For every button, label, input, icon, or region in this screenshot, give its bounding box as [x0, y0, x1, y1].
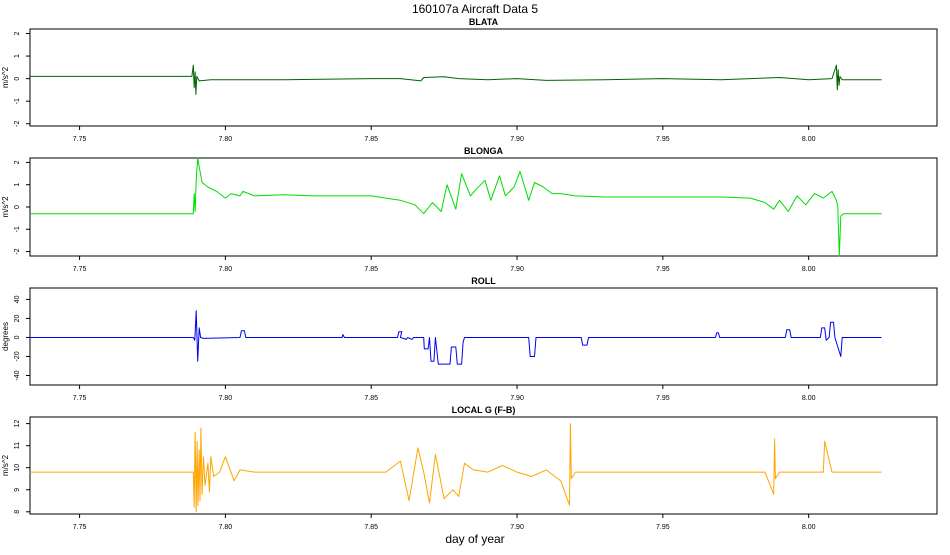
y-tick-label: 0	[14, 205, 21, 209]
y-tick-label: -1	[14, 226, 21, 232]
x-tick-label: 7.85	[364, 524, 378, 531]
x-tick-label: 7.80	[219, 136, 233, 143]
x-tick-label: 7.90	[510, 524, 524, 531]
y-tick-label: 11	[14, 442, 21, 449]
x-tick-label: 7.75	[73, 524, 87, 531]
y-axis-label: m/s^2	[1, 196, 10, 218]
y-tick-label: -20	[14, 351, 21, 361]
y-tick-label: 12	[14, 420, 21, 428]
y-tick-label: 10	[14, 464, 21, 472]
panel-title: BLATA	[469, 17, 499, 27]
y-tick-label: 0	[14, 77, 21, 81]
y-tick-label: 0	[14, 335, 21, 339]
x-tick-label: 7.75	[73, 136, 87, 143]
panel-1: BLONGA m/s^2 -2 -1 0 1 2 7.75 7.80 7.85 7.90 7.95 8.…	[1, 146, 938, 273]
y-axis-label: m/s^2	[1, 66, 10, 88]
x-tick-label: 7.75	[73, 395, 87, 402]
x-tick-label: 7.95	[656, 266, 670, 273]
panel-0: BLATA m/s^2 -2 -1 0 1 2 7.75 7.80 7.85 7.90 7.95 8.0…	[1, 17, 938, 143]
y-tick-label: -40	[14, 370, 21, 380]
x-tick-label: 7.95	[656, 395, 670, 402]
y-tick-label: -2	[14, 121, 21, 127]
series-line	[30, 157, 882, 257]
x-tick-label: 7.85	[364, 266, 378, 273]
panel-title: ROLL	[471, 276, 496, 286]
series-line	[30, 64, 882, 95]
y-tick-label: 1	[14, 183, 21, 187]
y-tick-label: 1	[14, 54, 21, 58]
x-tick-label: 7.90	[510, 136, 524, 143]
x-tick-label: 8.00	[802, 266, 816, 273]
y-tick-label: 2	[14, 160, 21, 164]
x-tick-label: 7.75	[73, 266, 87, 273]
figure-title: 160107a Aircraft Data 5	[412, 2, 538, 16]
x-tick-label: 7.80	[219, 395, 233, 402]
x-tick-label: 8.00	[802, 524, 816, 531]
x-tick-label: 7.85	[364, 136, 378, 143]
x-tick-label: 7.95	[656, 136, 670, 143]
y-tick-label: 8	[14, 510, 21, 514]
series-line	[30, 310, 882, 365]
y-tick-label: -1	[14, 98, 21, 104]
x-axis-label: day of year	[445, 532, 504, 546]
x-tick-label: 7.80	[219, 524, 233, 531]
plot-frame	[29, 287, 938, 386]
x-tick-label: 7.90	[510, 395, 524, 402]
x-tick-label: 8.00	[802, 136, 816, 143]
x-tick-label: 7.80	[219, 266, 233, 273]
panel-3: LOCAL G (F-B) m/s^2 8 9 10 11 12 7.75 7.80 7.85 7.…	[1, 405, 938, 531]
x-tick-label: 7.95	[656, 524, 670, 531]
plot-frame	[29, 157, 938, 257]
y-tick-label: -2	[14, 248, 21, 254]
plot-frame	[29, 416, 938, 515]
y-tick-label: 20	[14, 314, 21, 322]
panel-title: LOCAL G (F-B)	[452, 405, 516, 415]
y-tick-label: 2	[14, 31, 21, 35]
x-tick-label: 7.90	[510, 266, 524, 273]
y-tick-label: 9	[14, 488, 21, 492]
x-tick-label: 7.85	[364, 395, 378, 402]
panel-2: ROLL degrees -40 -20 0 20 40 7.75 7.80 7.85 7.90 7.…	[1, 276, 938, 402]
y-axis-label: m/s^2	[1, 454, 10, 476]
y-tick-label: 40	[14, 295, 21, 303]
panel-title: BLONGA	[464, 146, 503, 156]
series-line	[30, 423, 882, 513]
plot-frame	[29, 28, 938, 127]
y-axis-label: degrees	[1, 322, 10, 351]
x-tick-label: 8.00	[802, 395, 816, 402]
